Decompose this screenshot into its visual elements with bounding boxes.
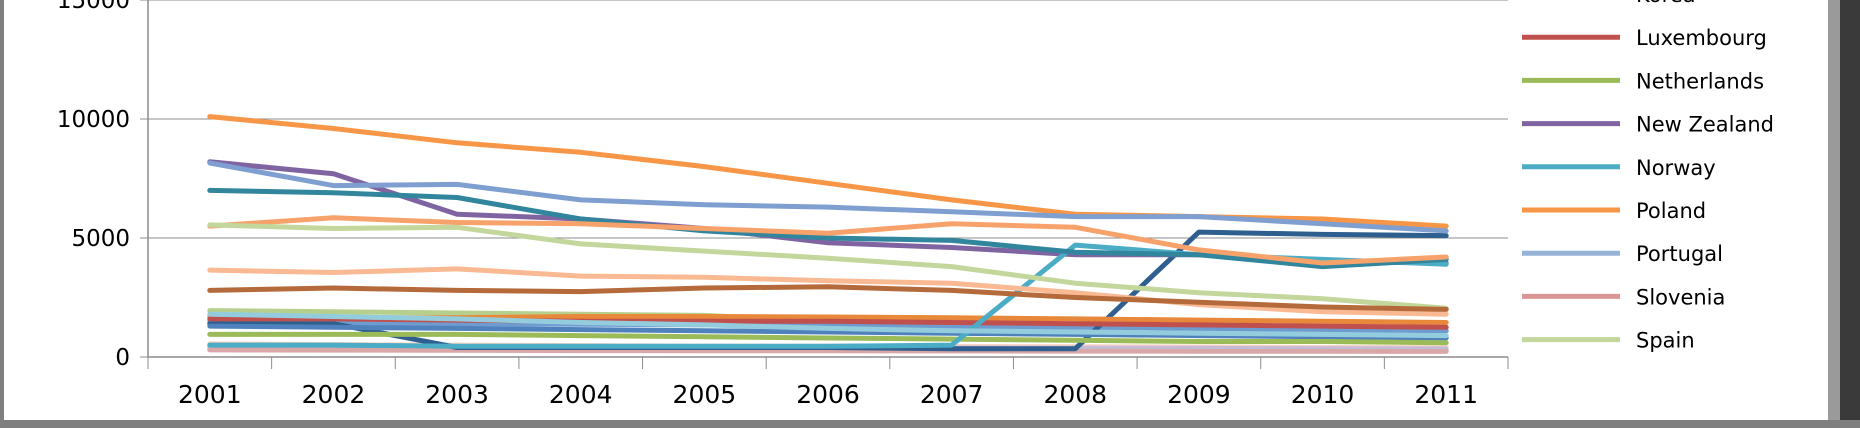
- x-tick-label: 2005: [673, 380, 737, 409]
- x-tick-label: 2011: [1414, 380, 1478, 409]
- legend-label: Poland: [1636, 199, 1706, 223]
- legend-label: Netherlands: [1636, 69, 1764, 93]
- series-lines: [207, 114, 1449, 354]
- x-tick-label: 2006: [796, 380, 860, 409]
- frame-edge-left: [0, 0, 4, 428]
- x-tick-label: 2010: [1291, 380, 1355, 409]
- series-line: [207, 284, 1449, 312]
- x-tick-label: 2007: [920, 380, 984, 409]
- series-line: [207, 160, 1449, 234]
- x-tick-label: 2004: [549, 380, 613, 409]
- series-line: [207, 347, 1449, 354]
- y-tick-label: 15000: [57, 0, 130, 14]
- x-tick-label: 2001: [178, 380, 242, 409]
- series-line: [207, 318, 1449, 334]
- frame-edge-bottom: [0, 420, 1860, 428]
- frame-edge-right: [1840, 0, 1860, 428]
- x-tick-label: 2009: [1167, 380, 1231, 409]
- x-tick-label: 2002: [302, 380, 366, 409]
- x-tick-label: 2003: [425, 380, 489, 409]
- legend-label: Portugal: [1636, 242, 1723, 266]
- legend-label: Luxembourg: [1636, 26, 1767, 50]
- y-tick-label: 5000: [71, 226, 130, 252]
- series-line: [207, 311, 1449, 339]
- series-line: [207, 187, 1449, 270]
- series-line: [207, 215, 1449, 266]
- x-tick-label: 2008: [1043, 380, 1107, 409]
- frame-edge-right-inner: [1828, 0, 1840, 428]
- legend: Korea Luxembourg Netherlands New Zealand Nor…: [1522, 0, 1774, 353]
- y-tick-label: 0: [115, 345, 130, 371]
- legend-label: New Zealand: [1636, 113, 1774, 137]
- series-line: [207, 331, 1449, 346]
- y-tick-label: 10000: [57, 107, 130, 133]
- legend-label: Norway: [1636, 156, 1716, 180]
- axes: 0 5000 10000 15000 2001 2002 2003 2004 2005 2006 2…: [57, 0, 1509, 409]
- legend-label: Spain: [1636, 329, 1695, 353]
- legend-label: Korea: [1636, 0, 1696, 7]
- legend-label: Slovenia: [1636, 285, 1725, 309]
- series-line: [207, 266, 1449, 317]
- series-line: [207, 222, 1449, 311]
